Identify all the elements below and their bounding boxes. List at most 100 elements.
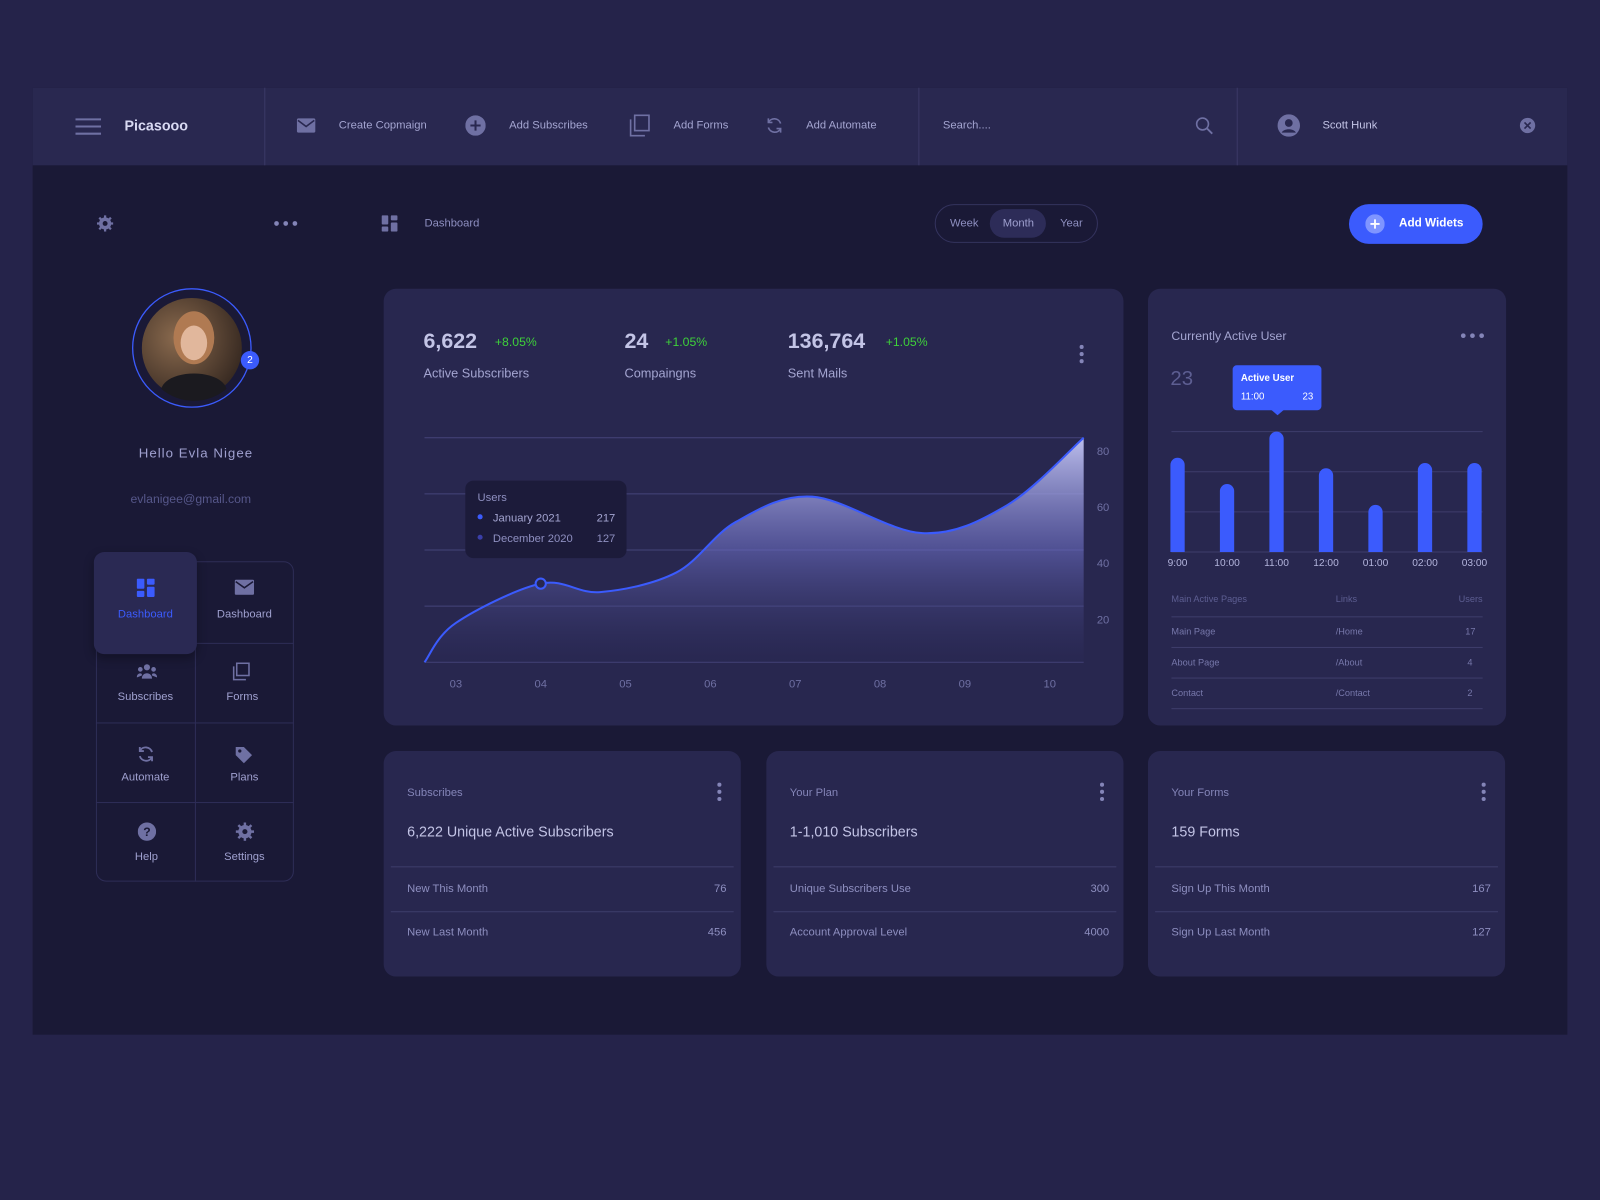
nav-icon <box>235 822 255 841</box>
nav-item[interactable]: Automate <box>121 771 170 784</box>
card-headline: 159 Forms <box>1171 823 1240 840</box>
divider <box>390 866 734 868</box>
row-value: 300 <box>1090 882 1110 895</box>
table-cell: 17 <box>1465 626 1476 637</box>
x-tick-label: 12:00 <box>1313 558 1339 569</box>
row-label: New This Month <box>407 882 489 895</box>
period[interactable]: Week <box>950 217 979 230</box>
plus-icon[interactable] <box>465 115 486 136</box>
forms-icon[interactable] <box>629 114 651 137</box>
bar <box>1170 457 1185 553</box>
table-cell: About Page <box>1171 657 1220 668</box>
action[interactable]: Create Copmaign <box>338 119 427 132</box>
info-card <box>1147 751 1506 977</box>
divider <box>773 866 1117 868</box>
action[interactable]: Add Subscribes <box>509 119 588 132</box>
divider <box>1236 87 1238 166</box>
table-cell: /Home <box>1335 626 1363 637</box>
nav-item[interactable]: Settings <box>224 851 265 864</box>
card-title: Subscribes <box>407 786 463 799</box>
stat-change: +1.05% <box>665 334 708 349</box>
info-card <box>766 751 1124 977</box>
divider <box>1171 646 1483 648</box>
more-menu[interactable] <box>1079 344 1084 366</box>
breadcrumb: Dashboard <box>424 217 480 230</box>
action[interactable]: Add Automate <box>806 119 877 132</box>
nav-icon <box>136 578 155 597</box>
settings-icon[interactable] <box>96 215 114 232</box>
area-chart: 20 40 60 80 03 04 05 06 07 08 09 10 <box>423 436 1109 691</box>
x-tick-label: 03:00 <box>1462 558 1488 569</box>
stat-label: Active Subscribers <box>423 366 530 381</box>
tooltip-dot <box>477 534 483 540</box>
search-input[interactable]: Search.... <box>942 119 991 132</box>
chart-tooltip <box>465 480 627 559</box>
more-menu[interactable] <box>1481 782 1486 804</box>
nav-item[interactable]: Dashboard <box>216 608 272 621</box>
tooltip-label: 11:00 <box>1240 391 1265 403</box>
tooltip-arrow <box>1270 409 1285 416</box>
nav-icon <box>234 579 255 595</box>
mail-icon[interactable] <box>296 117 316 133</box>
divider <box>1171 616 1483 618</box>
divider <box>390 911 734 913</box>
dashboard-icon <box>381 215 398 232</box>
brand: Picasooo <box>124 117 189 134</box>
stat-change: +8.05% <box>494 334 537 349</box>
bar <box>1417 463 1433 553</box>
close-icon[interactable] <box>1519 117 1536 134</box>
nav-item[interactable]: Forms <box>226 690 259 704</box>
card-title: Your Plan <box>789 786 839 799</box>
bar <box>1318 468 1334 553</box>
email: evlanigee@gmail.com <box>130 491 252 507</box>
bar-tooltip <box>1232 365 1322 411</box>
nav-active <box>93 552 197 655</box>
nav-item[interactable]: Help <box>134 851 158 864</box>
row-label: Sign Up This Month <box>1171 882 1270 895</box>
nav-item[interactable]: Plans <box>230 771 259 784</box>
menu-icon[interactable] <box>73 116 104 136</box>
stat-value: 136,764 <box>787 329 866 354</box>
table-cell: Main Page <box>1171 626 1216 637</box>
more-icon[interactable] <box>1460 332 1484 340</box>
avatar-badge: 2 <box>247 354 253 366</box>
row-value: 4000 <box>1084 926 1110 939</box>
divider <box>194 561 196 882</box>
x-tick-label: 05 <box>619 679 631 691</box>
nav-item[interactable]: Subscribes <box>117 690 174 704</box>
more-menu[interactable] <box>1099 782 1105 804</box>
divider <box>264 87 266 166</box>
info-card <box>383 751 741 977</box>
divider <box>1171 708 1483 710</box>
button-label: Add Widets <box>1398 217 1464 230</box>
card-title: Your Forms <box>1171 786 1230 799</box>
tooltip-value: 217 <box>596 512 616 525</box>
refresh-icon[interactable] <box>765 116 783 134</box>
x-tick-label: 06 <box>704 679 716 691</box>
divider <box>95 802 294 804</box>
action[interactable]: Add Forms <box>673 119 729 132</box>
stat-label: Compaingns <box>624 366 697 381</box>
period[interactable]: Year <box>1060 217 1083 230</box>
row-value: 167 <box>1472 882 1491 895</box>
tooltip-dot <box>477 514 483 520</box>
stat-value: 6,622 <box>423 329 478 354</box>
area-fill <box>424 437 1084 663</box>
table-cell: /About <box>1335 657 1363 668</box>
nav-icon: ? <box>137 822 157 841</box>
nav-item[interactable]: Dashboard <box>117 608 173 621</box>
user-icon[interactable] <box>1277 114 1300 137</box>
table-header: Links <box>1335 593 1358 605</box>
x-tick-label: 08 <box>874 679 886 691</box>
plus-icon <box>1365 214 1385 234</box>
tooltip-label: January 2021 <box>492 512 561 525</box>
tooltip-value: 23 <box>1302 391 1314 403</box>
x-tick-label: 9:00 <box>1168 558 1188 569</box>
more-menu[interactable] <box>717 782 722 804</box>
search-icon[interactable] <box>1195 116 1213 135</box>
card-title: Currently Active User <box>1171 328 1287 343</box>
period[interactable]: Month <box>1002 217 1034 230</box>
more-icon[interactable] <box>273 219 298 227</box>
divider <box>1155 866 1498 868</box>
divider <box>1171 677 1483 679</box>
